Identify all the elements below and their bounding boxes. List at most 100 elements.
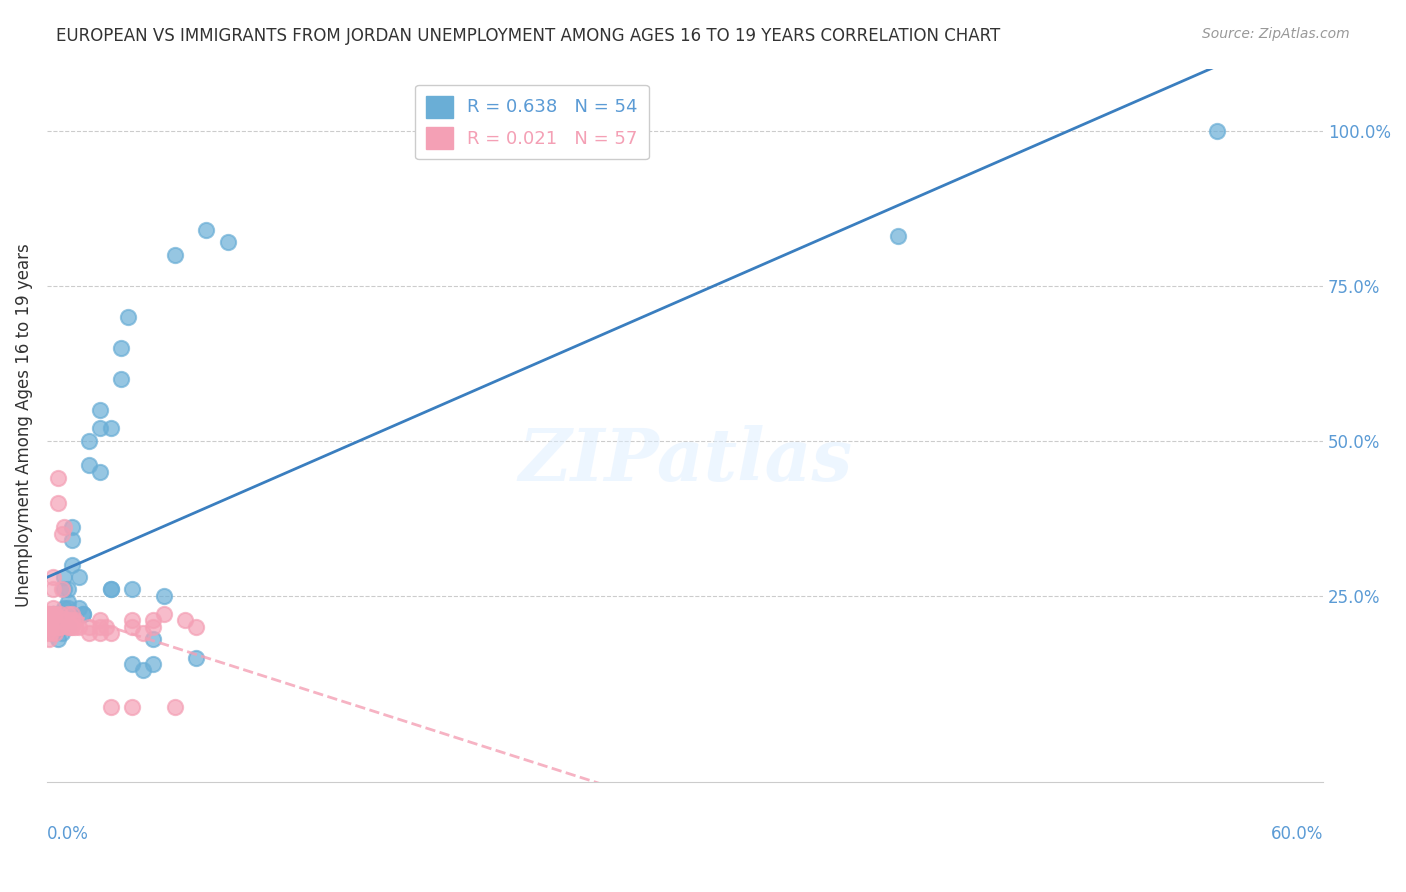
Point <box>48 607 70 621</box>
Point <box>56 595 79 609</box>
Point <box>62 613 84 627</box>
Point <box>38 632 60 646</box>
Point <box>56 613 79 627</box>
Point <box>38 607 60 621</box>
Point <box>153 607 176 621</box>
Point <box>142 657 165 671</box>
Point <box>79 625 101 640</box>
Point <box>100 700 122 714</box>
Point <box>886 228 908 243</box>
Point <box>46 495 69 509</box>
Point <box>195 223 218 237</box>
Point <box>51 625 73 640</box>
Point <box>39 613 62 627</box>
Point <box>63 619 86 633</box>
Text: 0.0%: 0.0% <box>46 825 89 843</box>
Point <box>35 625 58 640</box>
Point <box>142 619 165 633</box>
Point <box>142 632 165 646</box>
Point <box>35 619 58 633</box>
Point <box>217 235 239 249</box>
Point <box>52 570 75 584</box>
Point <box>153 589 176 603</box>
Point <box>62 558 84 572</box>
Point <box>79 619 101 633</box>
Text: EUROPEAN VS IMMIGRANTS FROM JORDAN UNEMPLOYMENT AMONG AGES 16 TO 19 YEARS CORREL: EUROPEAN VS IMMIGRANTS FROM JORDAN UNEMP… <box>56 27 1001 45</box>
Point <box>51 619 73 633</box>
Point <box>56 607 79 621</box>
Point <box>51 526 73 541</box>
Y-axis label: Unemployment Among Ages 16 to 19 years: Unemployment Among Ages 16 to 19 years <box>15 244 32 607</box>
Point <box>42 619 65 633</box>
Point <box>62 619 84 633</box>
Point <box>121 657 143 671</box>
Point <box>35 607 58 621</box>
Point <box>89 402 111 417</box>
Point <box>89 613 111 627</box>
Point <box>42 613 65 627</box>
Text: 60.0%: 60.0% <box>1271 825 1323 843</box>
Point <box>89 421 111 435</box>
Point <box>89 465 111 479</box>
Point <box>44 625 66 640</box>
Point <box>100 421 122 435</box>
Legend: R = 0.638   N = 54, R = 0.021   N = 57: R = 0.638 N = 54, R = 0.021 N = 57 <box>415 85 648 160</box>
Point <box>121 700 143 714</box>
Point <box>163 700 186 714</box>
Point <box>38 607 60 621</box>
Point <box>163 247 186 261</box>
Point <box>42 607 65 621</box>
Point <box>110 341 132 355</box>
Point <box>38 613 60 627</box>
Point <box>62 607 84 621</box>
Point <box>42 613 65 627</box>
Point <box>44 613 66 627</box>
Point <box>51 607 73 621</box>
Point <box>121 613 143 627</box>
Point <box>52 601 75 615</box>
Point <box>51 613 73 627</box>
Point <box>62 520 84 534</box>
Text: ZIPatlas: ZIPatlas <box>517 425 852 496</box>
Point <box>42 607 65 621</box>
Point <box>46 607 69 621</box>
Point <box>184 619 207 633</box>
Point <box>184 650 207 665</box>
Point <box>72 607 94 621</box>
Point <box>121 582 143 597</box>
Point <box>46 613 69 627</box>
Point <box>42 582 65 597</box>
Point <box>89 619 111 633</box>
Point <box>52 520 75 534</box>
Point <box>44 607 66 621</box>
Point <box>1205 123 1227 137</box>
Point <box>67 601 90 615</box>
Point <box>174 613 197 627</box>
Point <box>56 619 79 633</box>
Text: Source: ZipAtlas.com: Source: ZipAtlas.com <box>1202 27 1350 41</box>
Point <box>96 619 118 633</box>
Point <box>46 619 69 633</box>
Point <box>46 471 69 485</box>
Point <box>39 619 62 633</box>
Point <box>42 613 65 627</box>
Point <box>46 632 69 646</box>
Point <box>59 619 82 633</box>
Point <box>46 607 69 621</box>
Point <box>42 607 65 621</box>
Point <box>63 613 86 627</box>
Point <box>131 625 153 640</box>
Point <box>35 613 58 627</box>
Point <box>117 310 139 324</box>
Point <box>56 601 79 615</box>
Point <box>42 570 65 584</box>
Point <box>142 613 165 627</box>
Point <box>100 582 122 597</box>
Point <box>131 663 153 677</box>
Point <box>100 582 122 597</box>
Point <box>79 434 101 448</box>
Point <box>72 607 94 621</box>
Point <box>42 625 65 640</box>
Point <box>56 619 79 633</box>
Point <box>46 619 69 633</box>
